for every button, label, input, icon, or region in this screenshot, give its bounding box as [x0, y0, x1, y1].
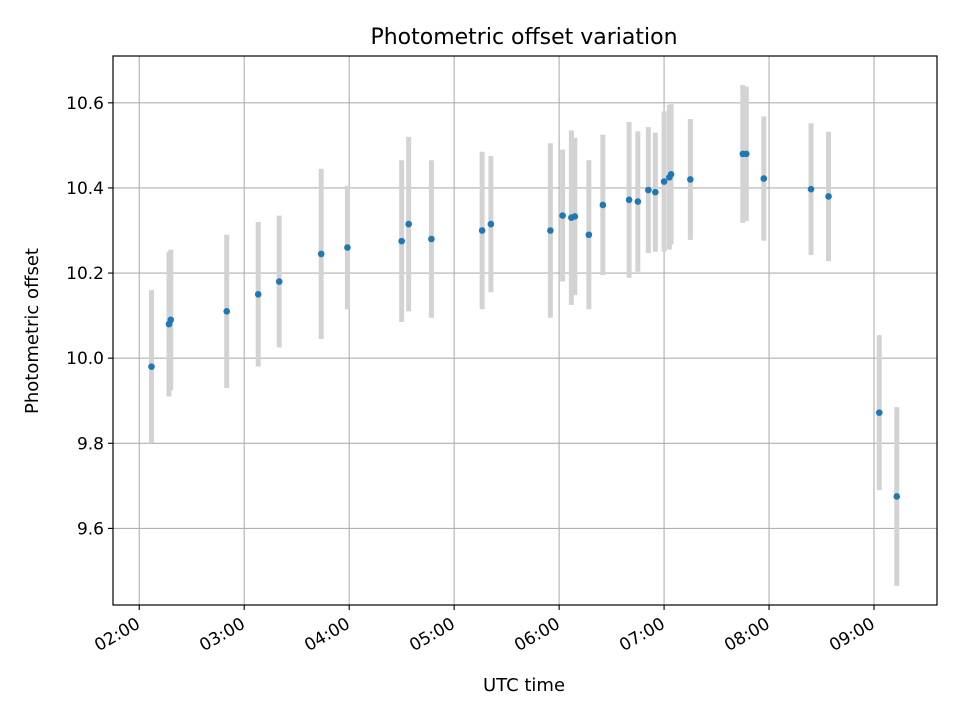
- data-points: [148, 150, 901, 500]
- data-point: [652, 188, 659, 196]
- data-point: [571, 213, 579, 220]
- data-point: [634, 198, 642, 205]
- x-tick-label: 07:00: [616, 614, 668, 656]
- data-point: [547, 227, 554, 234]
- x-tick-label: 02:00: [91, 614, 143, 656]
- y-tick-label: 10.0: [66, 349, 104, 369]
- data-point: [317, 250, 325, 258]
- data-point: [625, 196, 633, 204]
- y-tick-label: 10.2: [66, 264, 104, 284]
- plot-frame: [112, 55, 938, 606]
- x-tick-label: 09:00: [826, 614, 878, 656]
- data-point: [344, 244, 351, 251]
- x-tick-label: 06:00: [511, 614, 563, 656]
- data-point: [599, 201, 607, 209]
- data-point: [254, 291, 262, 298]
- data-point: [428, 235, 435, 243]
- x-tick-label: 05:00: [406, 614, 458, 656]
- data-point: [398, 237, 405, 245]
- data-point: [478, 227, 486, 234]
- data-point: [687, 176, 694, 183]
- data-point: [760, 175, 768, 182]
- data-point: [405, 220, 412, 228]
- y-tick-label: 10.4: [66, 179, 104, 199]
- data-point: [585, 231, 593, 239]
- data-point: [645, 186, 652, 194]
- data-point: [487, 220, 495, 228]
- ticks: 02:00 03:00 04:00 05:00 06:00 07:00 08:00 09:00…: [66, 94, 878, 656]
- x-tick-label: 04:00: [301, 614, 353, 656]
- data-point: [825, 193, 832, 200]
- x-tick-label: 08:00: [721, 614, 773, 656]
- data-point: [167, 316, 175, 324]
- data-point: [875, 409, 883, 416]
- y-tick-label: 9.6: [77, 519, 104, 539]
- data-point: [667, 171, 675, 178]
- y-tick-label: 10.6: [66, 94, 104, 114]
- data-point: [148, 363, 155, 370]
- data-point: [893, 493, 901, 500]
- chart-title: Photometric offset variation: [370, 25, 677, 50]
- data-point: [559, 212, 566, 219]
- x-tick-label: 03:00: [196, 614, 248, 656]
- x-axis-label: UTC time: [483, 675, 565, 696]
- data-point: [660, 178, 668, 185]
- y-tick-label: 9.8: [77, 434, 104, 454]
- errorbars: [148, 84, 900, 586]
- data-point: [223, 308, 231, 315]
- y-axis-label: Photometric offset: [22, 248, 43, 414]
- data-point: [275, 278, 283, 285]
- data-point: [807, 185, 815, 193]
- data-point: [743, 150, 750, 158]
